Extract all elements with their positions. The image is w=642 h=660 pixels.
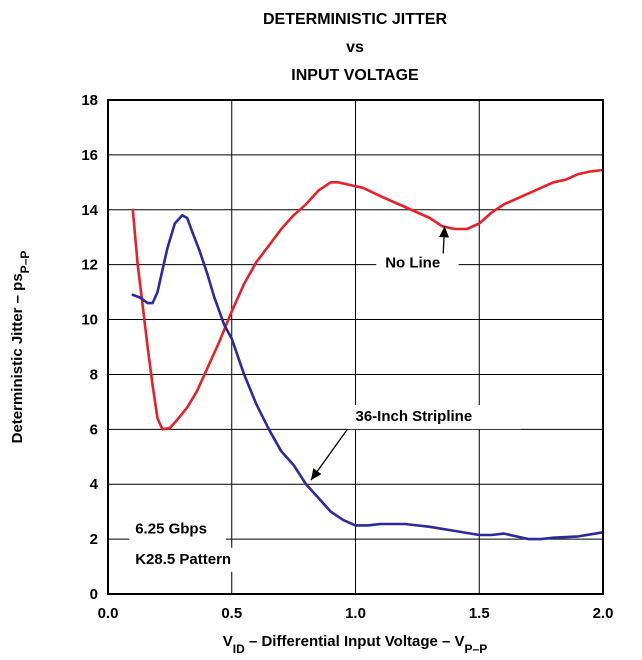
y-axis-label: Deterministic Jitter – psP–P: [9, 251, 32, 444]
title-line-1: DETERMINISTIC JITTER: [263, 11, 447, 28]
x-tick-label: 0.0: [98, 605, 119, 622]
chart-title: DETERMINISTIC JITTER vs INPUT VOLTAGE: [263, 11, 447, 84]
x-tick-label: 2.0: [593, 605, 614, 622]
annotation-label: 36-Inch Stripline: [356, 408, 473, 425]
y-tick-label: 14: [81, 202, 98, 219]
annotation-box: [346, 405, 521, 430]
annotation-label: K28.5 Pattern: [135, 551, 231, 568]
annotation-box: [376, 251, 459, 276]
y-tick-label: 10: [81, 312, 98, 329]
y-tick-label: 4: [90, 476, 99, 493]
y-tick-label: 8: [90, 366, 98, 383]
y-tick-label: 0: [90, 586, 98, 603]
annotation-arrowhead: [310, 468, 322, 481]
grid-lines: [108, 100, 603, 594]
y-tick-label: 16: [81, 147, 98, 164]
y-tick-label: 18: [81, 92, 98, 109]
annotation-arrowhead: [439, 226, 450, 238]
annotation-label: No Line: [385, 254, 440, 271]
annotation-box: [129, 547, 264, 572]
x-tick-label: 0.5: [221, 605, 242, 622]
title-line-2: vs: [346, 39, 364, 56]
plot-area: [131, 168, 605, 541]
annotation-label: 6.25 Gbps: [135, 521, 207, 538]
x-axis-ticks: 0.0 0.5 1.0 1.5 2.0: [98, 605, 614, 622]
series-line-no-line: [131, 168, 605, 431]
y-tick-label: 2: [90, 531, 98, 548]
plot-frame: [107, 99, 604, 595]
x-axis-label: VID – Differential Input Voltage – VP–P: [223, 633, 487, 656]
y-axis-ticks: 0 2 4 6 8 10 12 14 16 18: [81, 92, 98, 603]
y-tick-label: 6: [90, 421, 98, 438]
title-line-3: INPUT VOLTAGE: [291, 67, 419, 84]
y-tick-label: 12: [81, 257, 98, 274]
x-tick-label: 1.0: [345, 605, 366, 622]
series-line-stripline: [131, 214, 605, 541]
annotation-box: [129, 517, 226, 542]
annotations: No Line 36-Inch Stripline 6.25 Gbps K28.5 P…: [129, 226, 521, 572]
x-tick-label: 1.5: [469, 605, 490, 622]
